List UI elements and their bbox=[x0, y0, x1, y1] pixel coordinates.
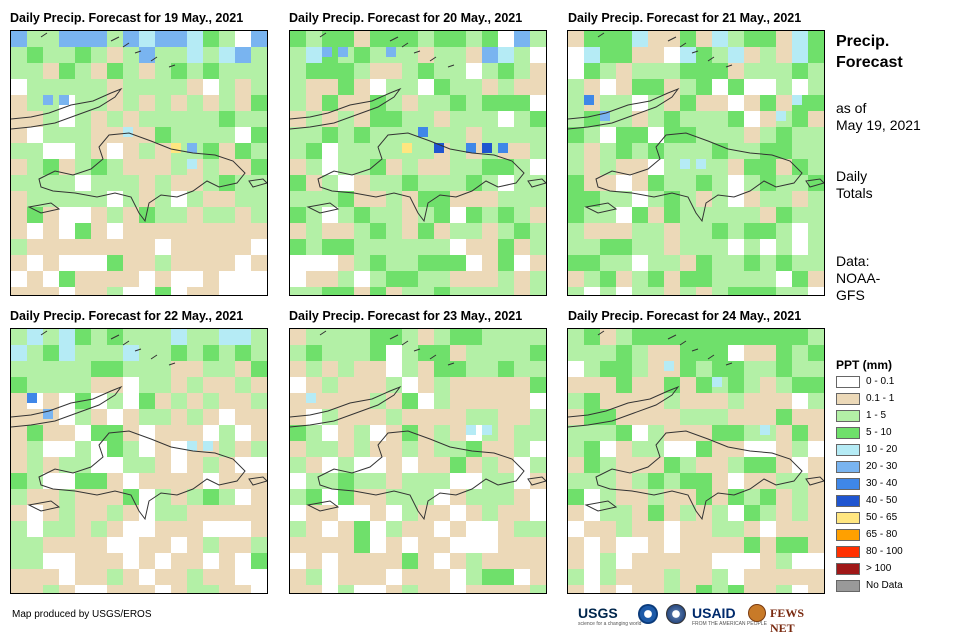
panel-title-5: Daily Precip. Forecast for 23 May., 2021 bbox=[289, 309, 523, 323]
legend-label: > 100 bbox=[866, 563, 892, 574]
panel-title-2: Daily Precip. Forecast for 20 May., 2021 bbox=[289, 11, 523, 25]
map-credit: Map produced by USGS/EROS bbox=[12, 609, 152, 620]
legend-swatch bbox=[836, 461, 860, 473]
fews-net-logo-icon bbox=[748, 604, 766, 622]
legend-title: PPT (mm) bbox=[836, 358, 893, 372]
legend-label: 20 - 30 bbox=[866, 461, 898, 472]
legend-swatch bbox=[836, 444, 860, 456]
legend-swatch bbox=[836, 495, 860, 507]
forecast-map-2 bbox=[289, 30, 547, 296]
legend-swatch bbox=[836, 427, 860, 439]
forecast-map-4 bbox=[10, 328, 268, 594]
sidebar-title-line2: Forecast bbox=[836, 54, 903, 71]
daily-totals-note: Daily Totals bbox=[836, 168, 873, 202]
forecast-map-6 bbox=[567, 328, 825, 594]
legend-label: 80 - 100 bbox=[866, 546, 903, 557]
as-of-date: as of May 19, 2021 bbox=[836, 100, 921, 134]
data-source: Data: NOAA- GFS bbox=[836, 253, 880, 304]
legend-label: 40 - 50 bbox=[866, 495, 898, 506]
legend-swatch bbox=[836, 410, 860, 422]
daily-label: Daily bbox=[836, 168, 868, 184]
seal-logo-icon bbox=[666, 604, 686, 624]
as-of-value: May 19, 2021 bbox=[836, 117, 921, 133]
forecast-map-1 bbox=[10, 30, 268, 296]
legend-swatch bbox=[836, 546, 860, 558]
legend-label: 0 - 0.1 bbox=[866, 376, 895, 387]
partner-logos: USGS science for a changing world USAID … bbox=[578, 603, 828, 635]
legend-swatch bbox=[836, 529, 860, 541]
legend-swatch bbox=[836, 563, 860, 575]
legend-label: 50 - 65 bbox=[866, 512, 898, 523]
data-label: Data: bbox=[836, 253, 870, 269]
legend-label: 30 - 40 bbox=[866, 478, 898, 489]
forecast-map-3 bbox=[567, 30, 825, 296]
data-source-line1: NOAA- bbox=[836, 270, 881, 286]
legend-label: 0.1 - 1 bbox=[866, 393, 895, 404]
totals-label: Totals bbox=[836, 185, 873, 201]
legend-label: No Data bbox=[866, 580, 903, 591]
noaa-logo-icon bbox=[638, 604, 658, 624]
data-source-line2: GFS bbox=[836, 287, 865, 303]
legend-swatch bbox=[836, 580, 860, 592]
usgs-logo: USGS bbox=[578, 605, 618, 621]
sidebar-title: Precip. Forecast bbox=[836, 31, 903, 73]
panel-title-6: Daily Precip. Forecast for 24 May., 2021 bbox=[568, 309, 802, 323]
as-of-label: as of bbox=[836, 100, 867, 116]
fews-net-logo: FEWS NET bbox=[770, 606, 805, 635]
usgs-tagline: science for a changing world bbox=[578, 621, 642, 627]
forecast-map-5 bbox=[289, 328, 547, 594]
legend-label: 5 - 10 bbox=[866, 427, 892, 438]
legend-swatch bbox=[836, 393, 860, 405]
usaid-logo: USAID bbox=[692, 605, 736, 621]
sidebar-title-line1: Precip. bbox=[836, 33, 890, 50]
panel-title-4: Daily Precip. Forecast for 22 May., 2021 bbox=[10, 309, 244, 323]
panel-title-1: Daily Precip. Forecast for 19 May., 2021 bbox=[10, 11, 244, 25]
legend-swatch bbox=[836, 512, 860, 524]
legend-label: 65 - 80 bbox=[866, 529, 898, 540]
legend-swatch bbox=[836, 478, 860, 490]
usaid-tagline: FROM THE AMERICAN PEOPLE bbox=[692, 621, 767, 627]
legend-label: 1 - 5 bbox=[866, 410, 887, 421]
legend-label: 10 - 20 bbox=[866, 444, 898, 455]
legend-swatch bbox=[836, 376, 860, 388]
panel-title-3: Daily Precip. Forecast for 21 May., 2021 bbox=[568, 11, 802, 25]
